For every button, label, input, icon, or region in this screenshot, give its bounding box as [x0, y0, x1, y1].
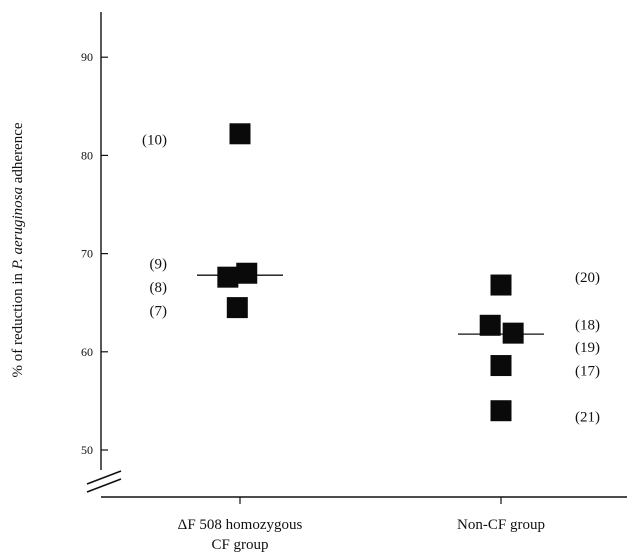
data-point — [490, 355, 512, 377]
y-axis-label-part: adherence — [10, 122, 26, 187]
data-point — [490, 400, 512, 422]
point-annotation: (18) — [575, 317, 600, 333]
data-point — [236, 262, 258, 284]
point-annotation: (8) — [150, 280, 168, 296]
y-tick-label: 80 — [81, 148, 93, 162]
data-marks — [197, 123, 544, 422]
y-tick-label: 60 — [81, 345, 93, 359]
data-point — [479, 314, 501, 336]
axis-break-mark — [86, 470, 122, 485]
x-category-label: Non-CF group — [457, 517, 545, 533]
y-tick-label: 90 — [81, 50, 93, 64]
y-axis-label: % of reduction in P. aeruginosa adherenc… — [10, 122, 26, 377]
data-point — [217, 266, 239, 288]
point-annotation: (19) — [575, 340, 600, 356]
axes — [86, 12, 627, 504]
point-annotation: (10) — [142, 133, 167, 149]
y-tick-label: 70 — [81, 247, 93, 261]
point-annotation: (17) — [575, 363, 600, 379]
point-annotation: (20) — [575, 270, 600, 286]
labels: 50 60 70 80 90 ΔF 508 homozygous CF group Non-C… — [10, 50, 600, 553]
point-annotation: (9) — [150, 256, 168, 272]
point-annotation: (21) — [575, 410, 600, 426]
data-point — [490, 274, 512, 296]
x-category-label: CF group — [211, 537, 268, 553]
y-axis-label-part: P. aeruginosa — [10, 187, 26, 270]
y-axis-label-part: % of reduction in — [10, 269, 26, 377]
data-point — [229, 123, 251, 145]
point-annotation: (7) — [150, 304, 168, 320]
axis-break-mark — [86, 478, 122, 493]
y-tick-label: 50 — [81, 443, 93, 457]
data-point — [502, 322, 524, 344]
x-category-label: ΔF 508 homozygous — [178, 517, 303, 533]
data-point — [226, 297, 248, 319]
